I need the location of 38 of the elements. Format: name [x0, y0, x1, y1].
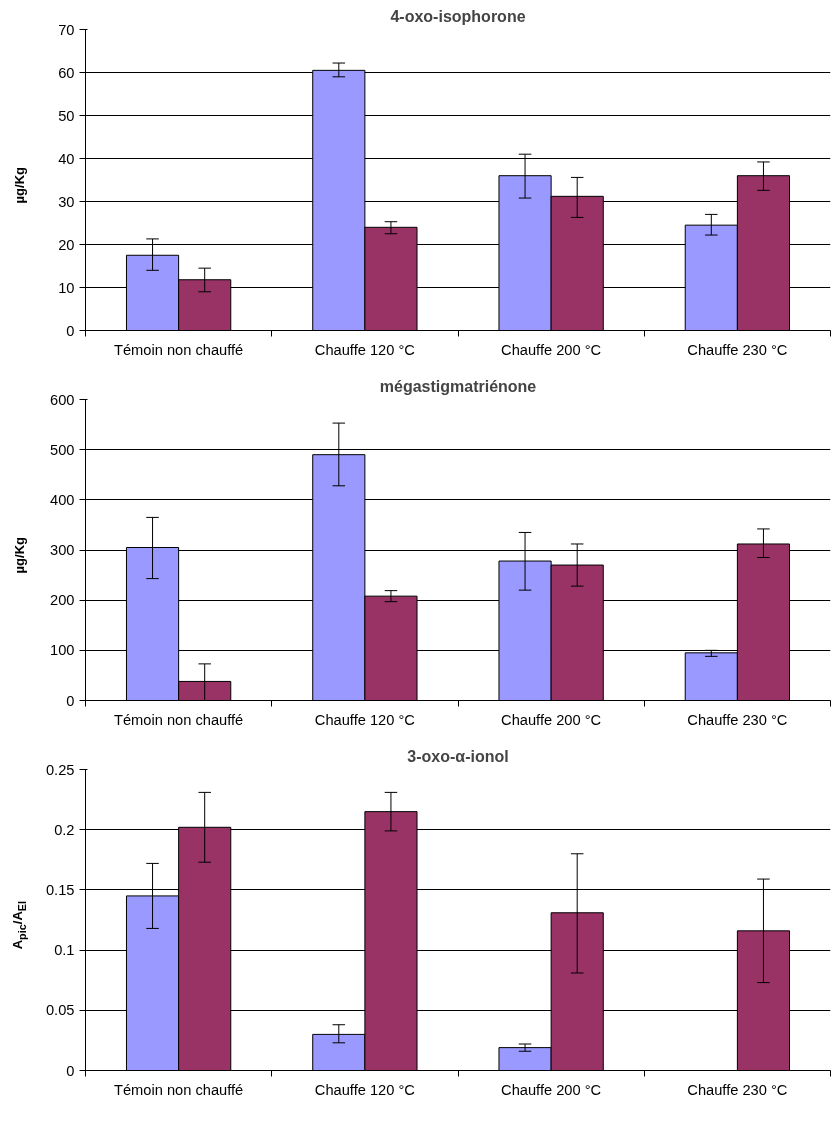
y-axis-title: µg/Kg — [10, 536, 28, 574]
y-tick-label: 100 — [50, 642, 75, 659]
chart-title: mégastigmatriénone — [379, 377, 537, 395]
x-tick-label: Chauffe 120 °C — [314, 711, 416, 728]
y-tick-label: 500 — [50, 441, 75, 458]
y-tick-label: 20 — [58, 236, 75, 253]
y-tick-label: 70 — [58, 21, 75, 38]
y-tick-label: 0 — [66, 1062, 75, 1079]
y-tick-label: 0.1 — [54, 942, 75, 959]
y-tick-label: 300 — [50, 542, 75, 558]
y-tick-label: 10 — [58, 279, 75, 296]
chart-title: 3-oxo-α-ionol — [407, 747, 509, 765]
x-tick-label: Chauffe 120 °C — [314, 1081, 416, 1098]
x-tick-label: Chauffe 230 °C — [687, 341, 788, 358]
x-tick-label: Chauffe 200 °C — [501, 341, 602, 358]
y-tick-label: 0.2 — [54, 821, 75, 838]
x-tick-label: Chauffe 120 °C — [314, 341, 416, 358]
y-tick-label: 0.25 — [45, 761, 75, 778]
y-tick-label: 60 — [58, 64, 75, 81]
x-tick-label: Chauffe 200 °C — [501, 1081, 602, 1098]
y-tick-label: 200 — [50, 592, 75, 609]
x-tick-label: Chauffe 230 °C — [687, 1081, 788, 1098]
y-tick-label: 400 — [50, 491, 75, 508]
x-tick-label: Chauffe 200 °C — [501, 711, 602, 728]
y-tick-label: 600 — [50, 391, 75, 408]
y-tick-label: 0.05 — [45, 1002, 75, 1019]
x-tick-label: Témoin non chauffé — [113, 1081, 244, 1098]
y-tick-label: 50 — [58, 107, 75, 124]
y-tick-label: 40 — [58, 150, 75, 167]
y-tick-label: 0.15 — [45, 881, 75, 898]
y-tick-label: 0 — [66, 692, 75, 709]
y-axis-title: µg/Kg — [10, 166, 28, 204]
y-tick-label: 30 — [58, 193, 75, 210]
chart-title: 4-oxo-isophorone — [390, 7, 526, 25]
x-tick-label: Témoin non chauffé — [113, 341, 244, 358]
y-tick-label: 0 — [66, 322, 75, 339]
x-tick-label: Témoin non chauffé — [113, 711, 244, 728]
x-tick-label: Chauffe 230 °C — [687, 711, 788, 728]
